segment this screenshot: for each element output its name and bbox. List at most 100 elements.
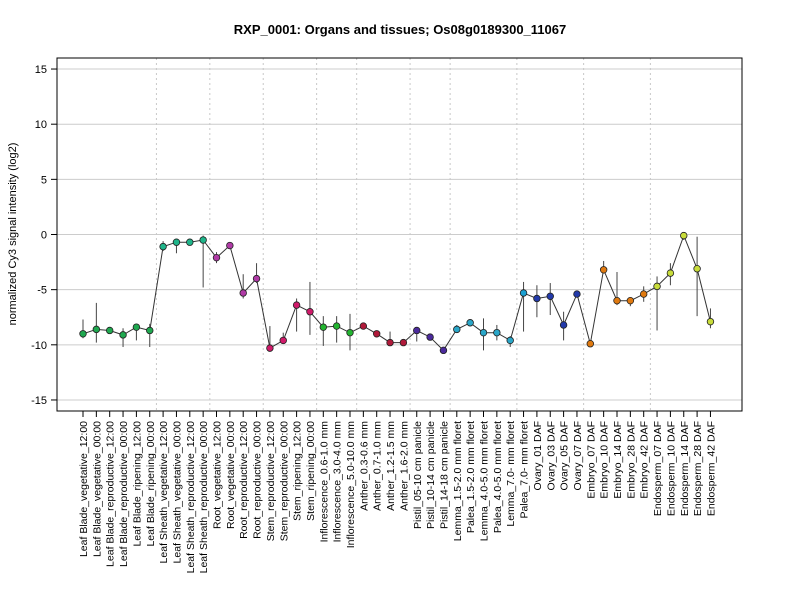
x-tick-label: Leaf Sheath_vegetative_12:00 [158, 421, 170, 564]
data-point [79, 330, 87, 338]
y-axis-label: normalized Cy3 signal intensity (log2) [7, 143, 19, 326]
data-points [79, 231, 715, 355]
x-tick-label: Endosperm_42 DAF [705, 421, 717, 516]
x-tick-label: Leaf Blade_ripening_00:00 [145, 421, 157, 547]
data-point [640, 290, 648, 298]
x-tick-label: Lemma_7.0- mm floret [505, 421, 517, 527]
data-point [706, 317, 715, 326]
x-tick-label: Leaf Sheath_reproductive_12:00 [185, 421, 197, 574]
x-tick-label: Inflorescence_5.0-10.0 mm [345, 421, 357, 548]
x-tick-label: Palea_7.0- mm floret [519, 421, 531, 519]
x-tick-label: Embryo_07 DAF [585, 421, 597, 499]
x-tick-label: Leaf Sheath_reproductive_00:00 [198, 421, 210, 574]
data-point [359, 322, 368, 330]
x-tick-label: Root_vegetative_00:00 [225, 421, 237, 529]
x-tick-label: Palea_4.0-5.0 mm floret [492, 421, 504, 533]
data-point [279, 336, 287, 345]
data-point [680, 231, 688, 240]
data-point [533, 294, 541, 303]
x-tick-label: Embryo_42 DAF [639, 421, 651, 499]
data-point [559, 321, 568, 329]
data-point [506, 336, 514, 345]
y-axis: -15 -10 -5 0 5 10 15 [31, 64, 57, 407]
x-tick-label: Embryo_10 DAF [599, 421, 611, 499]
x-tick-label: Embryo_28 DAF [625, 421, 637, 499]
data-point [453, 325, 461, 334]
data-point [399, 338, 408, 347]
x-tick-label: Pistil_14-18 cm panicle [438, 421, 450, 529]
x-tick-label: Ovary_01 DAF [532, 421, 544, 490]
data-point [653, 282, 661, 291]
data-point [92, 325, 101, 334]
data-point [119, 331, 127, 339]
data-point [546, 292, 554, 300]
x-tick-label: Leaf Blade_vegetative_12:00 [78, 421, 90, 557]
data-point [626, 296, 635, 305]
x-tick-label: Root_vegetative_12:00 [212, 421, 224, 529]
x-tick-label: Pistil_10-14 cm panicle [425, 421, 437, 529]
x-tick-label: Stem_ripening_00:00 [305, 421, 317, 521]
x-tick-label: Endosperm_07 DAF [652, 421, 664, 516]
data-point [613, 296, 621, 305]
x-tick-label: Lemma_4.0-5.0 mm floret [479, 421, 491, 541]
x-tick-label: Ovary_07 DAF [572, 421, 584, 490]
x-tick-label: Leaf Blade_reproductive_00:00 [118, 421, 130, 567]
data-point [346, 328, 354, 337]
x-tick-label: Leaf Blade_vegetative_00:00 [91, 421, 103, 557]
x-tick-label: Ovary_03 DAF [545, 421, 557, 490]
x-tick-label: Endosperm_14 DAF [679, 421, 691, 516]
data-point [319, 323, 327, 331]
data-point [332, 322, 341, 330]
series-line [82, 234, 711, 352]
data-point [573, 290, 581, 298]
data-point [292, 301, 301, 309]
data-point [226, 241, 234, 250]
data-point [413, 326, 421, 335]
data-point [493, 328, 501, 337]
x-tick-label: Embryo_14 DAF [612, 421, 624, 499]
grid [57, 58, 742, 411]
data-point [306, 308, 314, 316]
y-tick-label: 15 [35, 64, 47, 76]
y-tick-label: -15 [31, 395, 47, 407]
x-tick-label: Palea_1.5-2.0 mm floret [465, 421, 477, 533]
error-bars [82, 232, 711, 354]
x-tick-label: Stem_ripening_12:00 [292, 421, 304, 521]
data-point [146, 326, 154, 335]
x-tick-label: Endosperm_28 DAF [692, 421, 704, 516]
x-tick-label: Anther_1.2-1.5 mm [385, 421, 397, 511]
data-point [239, 289, 247, 297]
data-point [199, 236, 207, 244]
data-point [426, 333, 434, 341]
x-tick-label: Ovary_05 DAF [559, 421, 571, 490]
x-tick-label: Pistil_05-10 cm panicle [412, 421, 424, 529]
data-point [105, 326, 114, 335]
data-point [599, 266, 608, 274]
data-point [479, 328, 488, 337]
data-point [386, 338, 394, 347]
data-point [466, 319, 474, 327]
x-axis: Leaf Blade_vegetative_12:00 Leaf Blade_ve… [78, 411, 717, 573]
x-tick-label: Stem_reproductive_00:00 [278, 421, 290, 541]
x-tick-label: Leaf Sheath_vegetative_00:00 [171, 421, 183, 564]
x-tick-label: Endosperm_10 DAF [665, 421, 677, 516]
y-tick-label: -5 [37, 285, 47, 297]
x-tick-label: Root_reproductive_00:00 [252, 421, 264, 539]
data-point [693, 264, 701, 273]
x-tick-label: Anther_0.3-0.6 mm [358, 421, 370, 511]
data-point [172, 238, 181, 246]
x-tick-label: Stem_reproductive_12:00 [265, 421, 277, 541]
chart-title: RXP_0001: Organs and tissues; Os08g01893… [234, 22, 566, 37]
x-tick-label: Inflorescence_0.6-1.0 mm [318, 421, 330, 543]
data-point [586, 340, 594, 348]
x-tick-label: Leaf Blade_reproductive_12:00 [105, 421, 117, 567]
series-polyline [82, 234, 711, 352]
y-tick-label: -10 [31, 340, 47, 352]
data-point [373, 330, 381, 338]
y-tick-label: 5 [41, 174, 47, 186]
x-tick-label: Leaf Blade_ripening_12:00 [131, 421, 143, 547]
data-point [266, 344, 274, 352]
y-tick-label: 0 [41, 230, 47, 242]
x-tick-label: Lemma_1.5-2.0 mm floret [452, 421, 464, 541]
